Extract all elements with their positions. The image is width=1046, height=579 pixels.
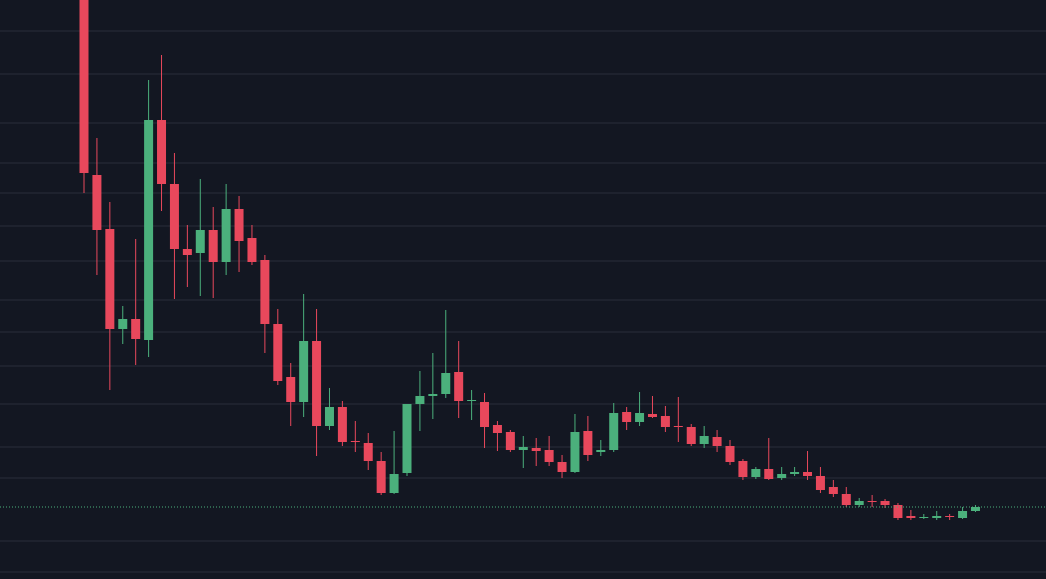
- candle-body: [144, 120, 154, 340]
- candle-body: [389, 474, 399, 493]
- candle-body: [790, 472, 800, 474]
- candle-body: [712, 437, 722, 446]
- candle-body: [777, 474, 787, 478]
- candle-body: [454, 372, 464, 401]
- candle-body: [544, 450, 554, 462]
- candle-body: [828, 487, 838, 494]
- candle-body: [247, 238, 257, 262]
- candle-body: [686, 427, 696, 444]
- candle-body: [415, 396, 425, 404]
- candle-body: [428, 394, 438, 396]
- candle-body: [169, 184, 179, 249]
- candle-body: [880, 501, 890, 505]
- candle-body: [337, 407, 347, 442]
- candle-body: [131, 319, 141, 339]
- candle-body: [286, 377, 296, 402]
- candle-body: [660, 416, 670, 427]
- candle-body: [557, 462, 567, 472]
- candle-body: [635, 413, 645, 422]
- candle-body: [299, 341, 309, 402]
- candle-body: [492, 425, 502, 433]
- candle-body: [467, 400, 477, 401]
- candle-body: [208, 230, 218, 262]
- candle-body: [609, 413, 619, 450]
- candle-body: [118, 319, 128, 329]
- candle-body: [182, 249, 192, 255]
- candle-body: [312, 341, 322, 426]
- candle-body: [402, 404, 412, 473]
- candle-body: [105, 229, 115, 329]
- candle-body: [815, 476, 825, 490]
- candle-body: [725, 446, 735, 462]
- candle-body: [363, 443, 373, 461]
- candle-body: [622, 412, 632, 422]
- candle-body: [195, 230, 205, 253]
- candle-body: [958, 511, 968, 518]
- candle-body: [970, 507, 980, 511]
- candle-body: [738, 461, 748, 477]
- candle-body: [854, 501, 864, 505]
- candle-body: [751, 469, 761, 477]
- candle-body: [531, 448, 541, 451]
- candle-body: [803, 472, 813, 476]
- candle-body: [583, 431, 593, 455]
- candle-body: [518, 447, 528, 450]
- candle-body: [647, 414, 657, 417]
- candle-body: [441, 373, 451, 394]
- candle-body: [273, 324, 283, 381]
- candle-body: [932, 516, 942, 518]
- candle-body: [945, 516, 955, 517]
- candle-body: [92, 175, 102, 230]
- candle-body: [596, 450, 606, 452]
- candle-body: [505, 432, 515, 450]
- candle-body: [221, 209, 231, 262]
- candle-body: [260, 260, 270, 324]
- candle-body: [764, 469, 774, 479]
- candle-body: [157, 120, 167, 184]
- candle-body: [234, 209, 244, 241]
- candle-body: [841, 494, 851, 505]
- candle-body: [699, 436, 709, 444]
- candle-body: [893, 505, 903, 518]
- candle-body: [867, 501, 877, 502]
- candle-body: [673, 426, 683, 427]
- candle-body: [350, 441, 360, 442]
- candle-body: [376, 461, 386, 493]
- candle-body: [906, 516, 916, 518]
- candle-body: [570, 432, 580, 472]
- candle-body: [919, 517, 929, 518]
- candle-body: [480, 402, 490, 427]
- candle-body: [324, 407, 334, 426]
- candle-body: [79, 0, 89, 173]
